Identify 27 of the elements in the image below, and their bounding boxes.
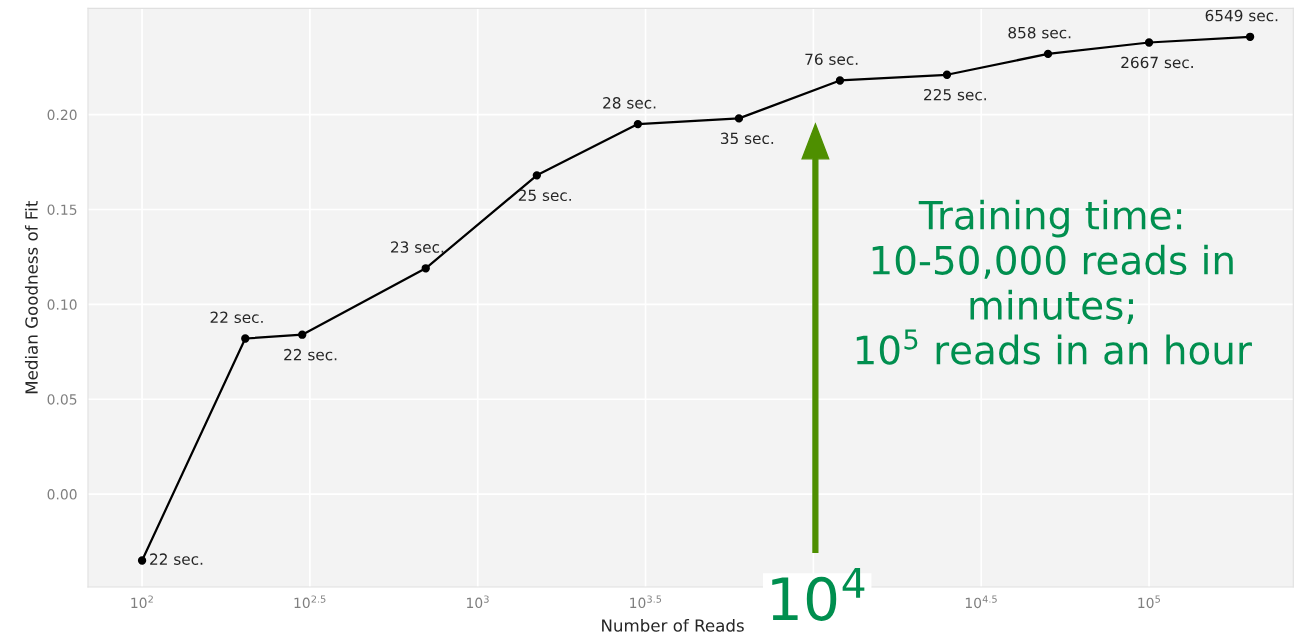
annotation: 225 sec. bbox=[924, 88, 986, 101]
y-tick-label: 0.05 bbox=[47, 394, 77, 405]
annotation: 25 sec. bbox=[518, 189, 571, 202]
annotation: 22 sec. bbox=[284, 348, 337, 361]
annotation: 28 sec. bbox=[603, 97, 656, 109]
annotation: 76 sec. bbox=[805, 53, 858, 65]
x-tick-label: 10$^{2}$ bbox=[131, 595, 153, 609]
annotation: 10$^{4}$ bbox=[772, 568, 865, 621]
text: Training time: 10-50,000 reads in minutes; 10$^{5}$ reads in an hour bbox=[856, 199, 1252, 365]
annotation: 2667 sec. bbox=[1121, 56, 1193, 69]
x-axis-title: Number of Reads bbox=[602, 618, 744, 632]
y-tick-label: 0.10 bbox=[47, 299, 77, 310]
annotation: 23 sec. bbox=[391, 241, 444, 253]
y-tick-label: 0.15 bbox=[47, 204, 77, 215]
annotation: 6549 sec. bbox=[1205, 9, 1278, 22]
annotation: 35 sec. bbox=[720, 132, 774, 145]
annotation: 858 sec. bbox=[1008, 26, 1071, 39]
x-tick-label: 10$^{2.5}$ bbox=[294, 595, 326, 609]
y-tick-label: 0.20 bbox=[47, 109, 77, 121]
annotation: 22 sec. bbox=[150, 553, 203, 565]
y-tick-label: 0.00 bbox=[47, 489, 77, 500]
x-tick-label: 10$^{5}$ bbox=[1138, 595, 1160, 609]
x-tick-label: 10$^{3}$ bbox=[467, 595, 489, 609]
x-tick-label: 10$^{4.5}$ bbox=[965, 595, 997, 609]
annotation: 22 sec. bbox=[210, 311, 263, 324]
x-tick-label: 10$^{3.5}$ bbox=[630, 595, 662, 609]
y-axis-title: Median Goodness of Fit bbox=[24, 201, 38, 394]
